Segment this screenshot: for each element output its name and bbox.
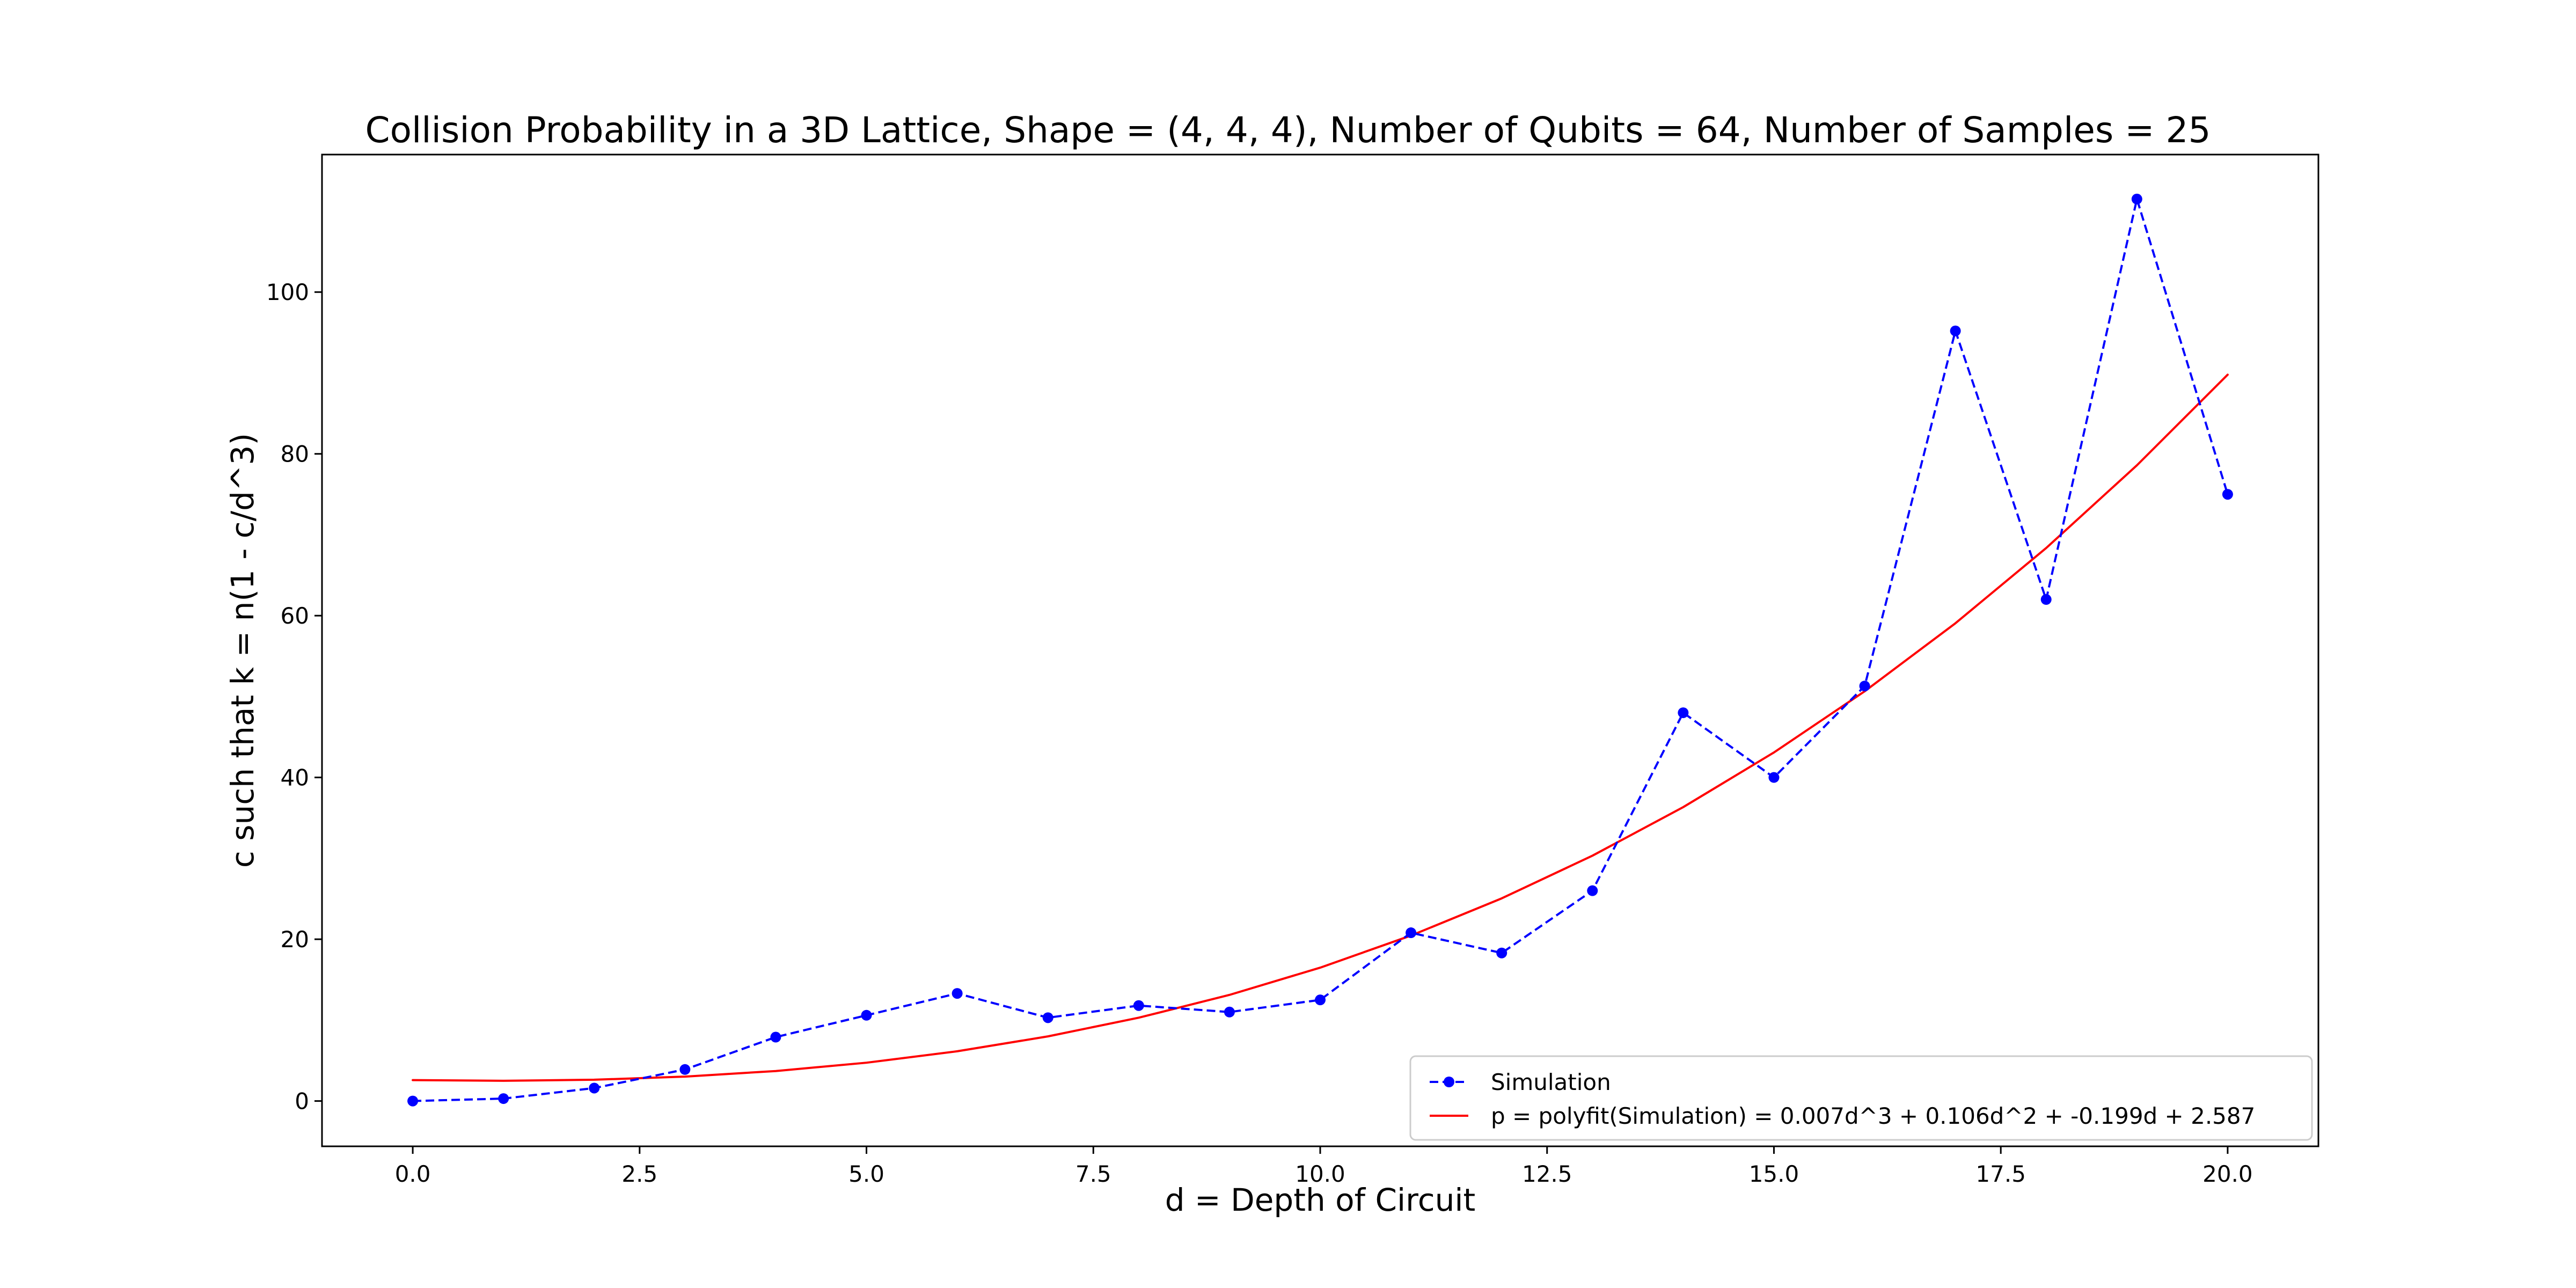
simulation-point: [589, 1082, 600, 1094]
legend-box: [1409, 1055, 2313, 1141]
simulation-point: [498, 1093, 509, 1104]
y-axis-label: c such that k = n(1 - c/d^3): [224, 433, 261, 868]
simulation-point: [1496, 947, 1507, 958]
simulation-point: [1587, 885, 1598, 896]
simulation-point: [1315, 994, 1326, 1006]
simulation-point: [770, 1031, 781, 1043]
y-tick-label: 0: [295, 1088, 309, 1115]
y-tick-label: 40: [281, 765, 309, 791]
simulation-point: [2222, 489, 2233, 500]
simulation-point: [2040, 594, 2052, 605]
x-tick-label: 20.0: [2202, 1161, 2253, 1187]
simulation-point: [1768, 772, 1780, 783]
x-tick-label: 17.5: [1975, 1161, 2026, 1187]
simulation-point: [861, 1009, 872, 1021]
simulation-point: [679, 1064, 691, 1075]
legend-label-polyfit: p = polyfit(Simulation) = 0.007d^3 + 0.1…: [1491, 1103, 2255, 1129]
simulation-point: [1133, 1000, 1144, 1011]
series-line-simulation: [413, 197, 2229, 1102]
simulation-point: [1859, 680, 1870, 692]
x-axis-ticks: 0.0 2.5 5.0 7.5 10.0 12.5 15.0 17.5 20.0: [395, 1146, 2253, 1187]
x-tick-label: 12.5: [1522, 1161, 1572, 1187]
legend-marker-simulation: [1444, 1077, 1454, 1087]
y-tick-label: 60: [281, 603, 309, 629]
y-tick-label: 20: [281, 926, 309, 953]
legend: Simulation p = polyfit(Simulation) = 0.00…: [1409, 1055, 2313, 1141]
x-tick-label: 15.0: [1749, 1161, 1799, 1187]
plot-content: [407, 193, 2233, 1107]
simulation-point: [1950, 325, 1961, 336]
x-tick-label: 0.0: [395, 1161, 431, 1187]
simulation-point: [952, 988, 963, 999]
x-tick-label: 2.5: [621, 1161, 657, 1187]
chart-title: Collision Probability in a 3D Lattice, S…: [365, 109, 2211, 151]
series-line-polyfit: [412, 374, 2229, 1082]
x-tick-label: 10.0: [1295, 1161, 1345, 1187]
simulation-point: [1224, 1006, 1235, 1018]
y-tick-label: 80: [281, 441, 309, 467]
y-tick-label: 100: [266, 279, 309, 305]
simulation-point: [407, 1095, 419, 1107]
legend-entries: Simulation p = polyfit(Simulation) = 0.00…: [1430, 1069, 2255, 1129]
y-axis-ticks: 0 20 40 60 80 100: [266, 279, 322, 1115]
x-tick-label: 7.5: [1075, 1161, 1111, 1187]
x-tick-label: 5.0: [848, 1161, 884, 1187]
simulation-point: [2131, 193, 2142, 204]
simulation-point: [1678, 707, 1689, 719]
x-axis-label: d = Depth of Circuit: [1165, 1182, 1475, 1218]
simulation-point: [1042, 1012, 1053, 1023]
legend-label-simulation: Simulation: [1491, 1069, 1611, 1095]
simulation-point: [1406, 927, 1417, 939]
